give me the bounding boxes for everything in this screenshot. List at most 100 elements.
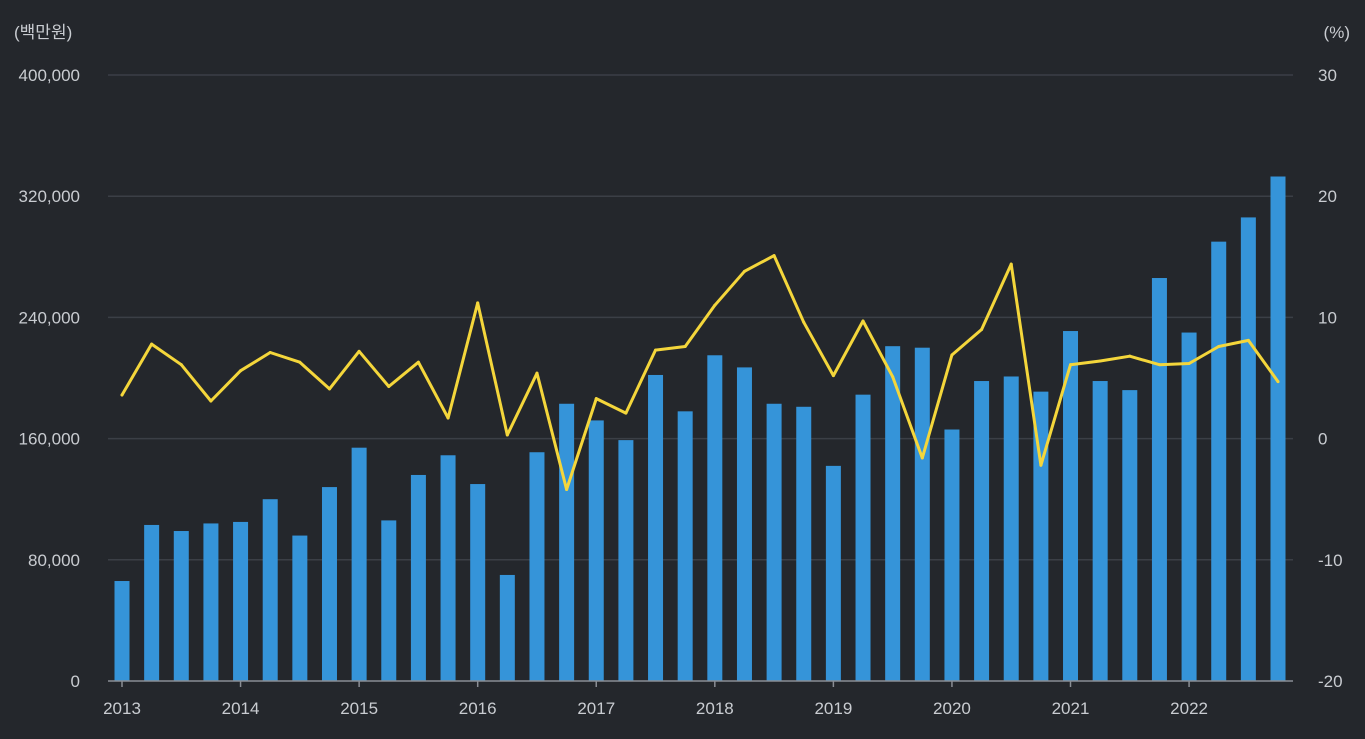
- bar: [796, 406, 812, 681]
- bar: [529, 452, 545, 681]
- y-left-tick-label: 240,000: [19, 308, 80, 327]
- bar-series: [114, 176, 1286, 681]
- bar: [262, 499, 278, 681]
- line-point: [683, 344, 687, 348]
- line-point: [1069, 363, 1073, 367]
- bar: [855, 394, 871, 681]
- bar: [1033, 391, 1049, 681]
- line-point: [624, 411, 628, 415]
- line-point: [654, 348, 658, 352]
- bar: [1003, 376, 1019, 681]
- bar: [648, 374, 664, 681]
- line-point: [1187, 361, 1191, 365]
- y-right-tick-label: 30: [1318, 66, 1337, 85]
- line-point: [327, 387, 331, 391]
- bar: [1151, 278, 1167, 681]
- line-point: [1276, 380, 1280, 384]
- bar: [114, 581, 130, 681]
- line-point: [891, 375, 895, 379]
- bar: [144, 524, 160, 681]
- bar: [559, 403, 575, 681]
- bar: [1181, 332, 1197, 681]
- line-point: [209, 399, 213, 403]
- x-tick-label: 2014: [222, 699, 260, 718]
- bar: [173, 531, 189, 681]
- line-point: [120, 393, 124, 397]
- line-point: [387, 384, 391, 388]
- line-point: [713, 303, 717, 307]
- line-point: [772, 254, 776, 258]
- bar: [499, 574, 515, 681]
- y-left-tick-label: 0: [71, 672, 80, 691]
- line-point: [594, 397, 598, 401]
- line-point: [268, 351, 272, 355]
- gridlines: [108, 74, 1293, 561]
- bar: [677, 411, 693, 681]
- bar: [1240, 217, 1256, 681]
- bar: [1063, 331, 1079, 681]
- line-point: [980, 328, 984, 332]
- y-left-tick-label: 400,000: [19, 66, 80, 85]
- line-point: [1246, 338, 1250, 342]
- y-right-tick-label: 20: [1318, 187, 1337, 206]
- x-tick-label: 2016: [459, 699, 497, 718]
- line-point: [1128, 354, 1132, 358]
- line-point: [950, 353, 954, 357]
- y-left-tick-label: 320,000: [19, 187, 80, 206]
- bar: [618, 440, 634, 681]
- bar: [292, 535, 308, 681]
- x-tick-label: 2015: [340, 699, 378, 718]
- line-point: [1217, 344, 1221, 348]
- y-right-tick-label: -10: [1318, 551, 1343, 570]
- bar: [381, 520, 397, 681]
- bar: [203, 523, 219, 681]
- bar: [321, 487, 337, 681]
- x-tick-label: 2022: [1170, 699, 1208, 718]
- y-left-tick-label: 80,000: [28, 551, 80, 570]
- bar: [233, 521, 249, 681]
- x-tick-label: 2013: [103, 699, 141, 718]
- line-point: [357, 349, 361, 353]
- line-point: [742, 269, 746, 273]
- line-point: [476, 301, 480, 305]
- bar: [974, 381, 990, 681]
- y-right-tick-label: 10: [1318, 308, 1337, 327]
- line-point: [802, 320, 806, 324]
- bar: [766, 403, 782, 681]
- bar: [707, 355, 723, 681]
- line-point: [565, 488, 569, 492]
- x-tick-label: 2020: [933, 699, 971, 718]
- line-point: [239, 369, 243, 373]
- line-point: [1157, 363, 1161, 367]
- y-right-tick-label: -20: [1318, 672, 1343, 691]
- line-point: [505, 433, 509, 437]
- bar: [351, 447, 367, 681]
- line-point: [861, 319, 865, 323]
- line-point: [1039, 463, 1043, 467]
- bar: [588, 420, 604, 681]
- bar: [1211, 241, 1227, 681]
- y-left-tick-label: 160,000: [19, 430, 80, 449]
- line-path: [120, 254, 1280, 491]
- line-point: [446, 416, 450, 420]
- bar: [470, 484, 486, 681]
- x-tick-label: 2021: [1052, 699, 1090, 718]
- bar: [440, 455, 456, 681]
- y-right-unit-label: (%): [1324, 23, 1350, 42]
- x-tick-label: 2019: [814, 699, 852, 718]
- x-tick-label: 2017: [577, 699, 615, 718]
- bar: [1092, 381, 1108, 681]
- line-point: [831, 374, 835, 378]
- y-right-tick-label: 0: [1318, 430, 1327, 449]
- line-point: [416, 360, 420, 364]
- axes: 0 80,000 160,000 240,000 320,000 400,000 -20 -1…: [19, 66, 1343, 718]
- y-left-unit-label: (백만원): [14, 23, 72, 42]
- line-point: [1009, 262, 1013, 266]
- bar: [1270, 176, 1286, 681]
- line-point: [1098, 359, 1102, 363]
- line-point: [298, 360, 302, 364]
- bar: [885, 346, 901, 681]
- bar: [736, 367, 752, 681]
- line-series: [120, 254, 1280, 492]
